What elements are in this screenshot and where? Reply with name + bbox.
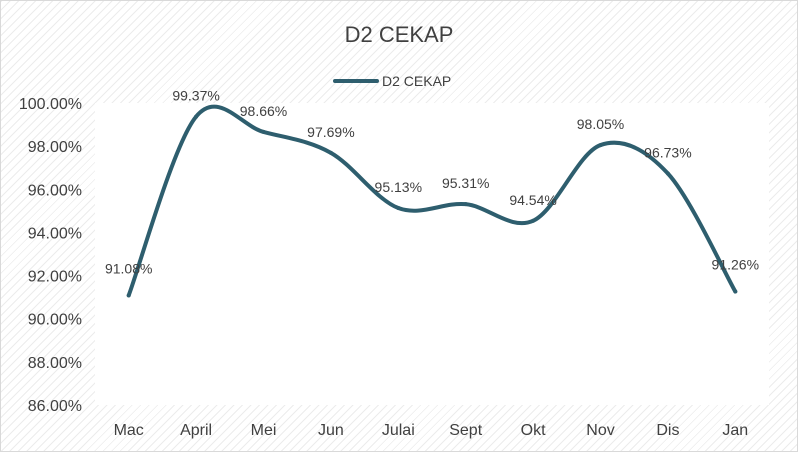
legend: D2 CEKAP: [333, 73, 451, 89]
data-point: [194, 114, 199, 119]
data-point: [598, 143, 603, 148]
data-point: [396, 206, 401, 211]
x-tick-label: Mei: [251, 422, 277, 439]
data-label: 91.26%: [712, 257, 759, 273]
data-label: 95.31%: [442, 175, 489, 191]
data-point: [463, 202, 468, 207]
data-label: 96.73%: [644, 145, 691, 161]
x-tick-label: Sept: [449, 422, 482, 439]
y-axis: 86.00% 88.00% 90.00% 92.00% 94.00% 96.00% 98.0…: [19, 96, 82, 415]
x-tick-label: Dis: [656, 422, 679, 439]
x-tick-label: Nov: [586, 422, 614, 439]
data-labels: 91.08% 99.37% 98.66% 97.69% 95.13% 95.31% 94.5…: [105, 88, 759, 277]
data-point: [531, 218, 536, 223]
y-tick-label: 86.00%: [28, 398, 82, 415]
y-tick-label: 100.00%: [19, 96, 82, 113]
data-point: [665, 171, 670, 176]
data-point: [328, 150, 333, 155]
data-label: 98.05%: [577, 116, 624, 132]
y-tick-label: 92.00%: [28, 269, 82, 286]
data-point: [733, 289, 738, 294]
x-tick-label: Mac: [114, 422, 144, 439]
y-tick-label: 90.00%: [28, 312, 82, 329]
data-label: 95.13%: [375, 179, 422, 195]
data-label: 98.66%: [240, 103, 287, 119]
y-tick-label: 96.00%: [28, 182, 82, 199]
data-point: [261, 129, 266, 134]
data-label: 94.54%: [509, 192, 556, 208]
data-label: 99.37%: [172, 88, 219, 104]
chart-title: D2 CEKAP: [345, 22, 454, 47]
x-tick-label: Jan: [722, 422, 748, 439]
y-tick-label: 98.00%: [28, 139, 82, 156]
y-tick-label: 94.00%: [28, 225, 82, 242]
data-point: [126, 293, 131, 298]
series-line: [126, 104, 738, 298]
x-tick-label: Julai: [382, 422, 415, 439]
x-tick-label: Jun: [318, 422, 344, 439]
data-label: 91.08%: [105, 260, 152, 276]
x-tick-label: Okt: [521, 422, 546, 439]
series-d2-cekap: [126, 104, 738, 298]
legend-label: D2 CEKAP: [382, 73, 451, 89]
y-tick-label: 88.00%: [28, 355, 82, 372]
x-axis: Mac April Mei Jun Julai Sept Okt Nov Dis Jan: [114, 422, 749, 439]
plot-area: [95, 103, 769, 405]
data-label: 97.69%: [307, 124, 354, 140]
x-tick-label: April: [180, 422, 212, 439]
